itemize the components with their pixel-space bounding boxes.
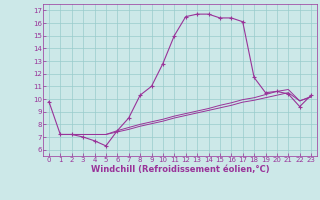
X-axis label: Windchill (Refroidissement éolien,°C): Windchill (Refroidissement éolien,°C) (91, 165, 269, 174)
